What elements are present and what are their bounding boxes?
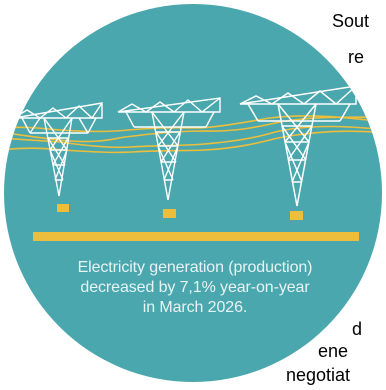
ground-bar — [33, 232, 359, 241]
caption-line-3: in March 2026. — [142, 299, 248, 316]
tower-base — [57, 204, 69, 212]
caption-line-1: Electricity generation (production) — [77, 259, 313, 276]
background-circle — [4, 4, 382, 382]
side-text-line-4: ene — [318, 341, 349, 361]
power-tower-icon — [13, 102, 103, 197]
side-text-line-2: re — [348, 47, 365, 67]
caption: Electricity generation (production) decr… — [30, 258, 360, 318]
caption-line-2: decreased by 7,1% year-on-year — [80, 279, 310, 296]
side-text-line-1: Sout — [332, 11, 370, 31]
tower-base — [163, 209, 176, 218]
side-text-line-5: negotiat — [286, 365, 351, 385]
tower-base — [290, 211, 303, 220]
side-text-line-3: d — [352, 319, 363, 339]
power-tower-icon — [117, 97, 221, 201]
